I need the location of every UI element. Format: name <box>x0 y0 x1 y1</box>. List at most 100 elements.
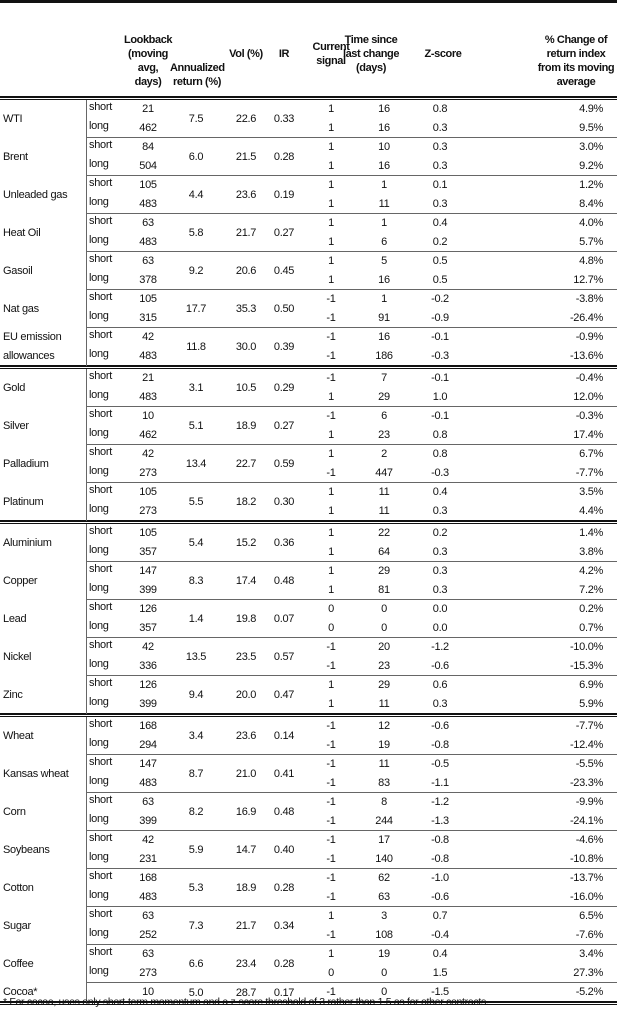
horizon-label: short <box>89 639 112 651</box>
signal-value: -1 <box>326 929 336 941</box>
lookback-value: 231 <box>139 853 157 865</box>
table-row: short 10 -1 6 -0.1 -0.3% <box>0 407 617 426</box>
annualized-return: 5.3 <box>188 882 204 894</box>
ir: 0.27 <box>273 420 295 432</box>
z-value: -1.0 <box>431 872 449 884</box>
table-row: long 378 1 16 0.5 12.7% <box>0 271 617 290</box>
z-value: -1.2 <box>431 796 449 808</box>
ir: 0.47 <box>273 689 295 701</box>
time-value: 29 <box>378 679 390 691</box>
pct-value: 1.2% <box>579 179 603 191</box>
lookback-value: 105 <box>139 527 157 539</box>
lookback-value: 84 <box>142 141 154 153</box>
signal-value: 1 <box>328 448 334 460</box>
commodity-name: EU emission allowances <box>3 331 62 362</box>
horizon-label: short <box>89 601 112 613</box>
signal-value: -1 <box>326 796 336 808</box>
z-value: -0.6 <box>431 891 449 903</box>
annualized-return: 9.2 <box>188 265 204 277</box>
table-row: long 399 -1 244 -1.3 -24.1% <box>0 812 617 831</box>
commodity-name: Palladium <box>3 457 49 470</box>
lookback-value: 105 <box>139 293 157 305</box>
section-rule <box>0 365 617 369</box>
signal-value: -1 <box>326 720 336 732</box>
annualized-return: 5.8 <box>188 227 204 239</box>
annualized-return: 6.0 <box>188 151 204 163</box>
annualized-return: 13.5 <box>185 651 207 663</box>
vol: 18.9 <box>235 420 257 432</box>
header-annualized-return: Annualized return (%) <box>170 62 225 88</box>
table-row: long 483 1 11 0.3 8.4% <box>0 195 617 214</box>
header-rule <box>0 96 617 100</box>
ir: 0.48 <box>273 575 295 587</box>
lookback-value: 63 <box>142 948 154 960</box>
time-value: 16 <box>378 331 390 343</box>
table-row: short 84 1 10 0.3 3.0% <box>0 138 617 157</box>
lookback-value: 252 <box>139 929 157 941</box>
z-value: 0.3 <box>432 122 448 134</box>
pct-value: 12.7% <box>573 274 603 286</box>
annualized-return: 5.0 <box>188 986 204 999</box>
header-time-since-change: Time since last change (days) <box>342 34 400 74</box>
annualized-return: 7.3 <box>188 920 204 932</box>
horizon-label: long <box>89 965 109 977</box>
horizon-label: long <box>89 234 109 246</box>
signal-value: 1 <box>328 122 334 134</box>
horizon-label: long <box>89 889 109 901</box>
signal-value: 1 <box>328 505 334 517</box>
ir: 0.40 <box>273 844 295 856</box>
z-value: 0.3 <box>432 546 448 558</box>
lookback-value: 315 <box>139 312 157 324</box>
horizon-label: short <box>89 677 112 689</box>
horizon-label: short <box>89 794 112 806</box>
row-divider <box>86 251 617 252</box>
z-value: 0.0 <box>432 603 448 615</box>
z-value: -0.8 <box>431 739 449 751</box>
table-row: long 462 1 23 0.8 17.4% <box>0 426 617 445</box>
time-value: 16 <box>378 160 390 172</box>
commodity-name: Nat gas <box>3 302 39 315</box>
horizon-label: short <box>89 908 112 920</box>
lookback-value: 294 <box>139 739 157 751</box>
column-divider <box>86 869 87 907</box>
annualized-return: 3.1 <box>188 382 204 394</box>
pct-value: 3.0% <box>579 141 603 153</box>
horizon-label: long <box>89 120 109 132</box>
signal-value: 1 <box>328 584 334 596</box>
horizon-label: long <box>89 658 109 670</box>
horizon-label: long <box>89 696 109 708</box>
vol: 21.0 <box>235 768 257 780</box>
column-divider <box>86 407 87 445</box>
time-value: 1 <box>381 179 387 191</box>
row-divider <box>86 675 617 676</box>
row-divider <box>86 444 617 445</box>
horizon-label: long <box>89 158 109 170</box>
signal-value: 1 <box>328 429 334 441</box>
horizon-label: short <box>89 329 112 341</box>
lookback-value: 168 <box>139 872 157 884</box>
ir: 0.30 <box>273 496 295 508</box>
row-divider <box>86 482 617 483</box>
commodity-name: Heat Oil <box>3 226 41 239</box>
z-value: -0.2 <box>431 293 449 305</box>
table-row: short 63 1 5 0.5 4.8% <box>0 252 617 271</box>
time-value: 23 <box>378 429 390 441</box>
time-value: 186 <box>375 350 393 362</box>
vol: 21.7 <box>235 227 257 239</box>
lookback-value: 504 <box>139 160 157 172</box>
column-divider <box>86 252 87 290</box>
horizon-label: long <box>89 196 109 208</box>
commodity-name: Corn <box>3 805 26 818</box>
time-value: 91 <box>378 312 390 324</box>
commodity-name: Cotton <box>3 881 34 894</box>
horizon-label: short <box>89 370 112 382</box>
horizon-label: short <box>89 832 112 844</box>
table-row: long 483 1 6 0.2 5.7% <box>0 233 617 252</box>
lookback-value: 336 <box>139 660 157 672</box>
signal-value: -1 <box>326 986 336 998</box>
horizon-label: short <box>89 870 112 882</box>
horizon-label: short <box>89 139 112 151</box>
table-row: short 105 1 22 0.2 1.4% <box>0 524 617 543</box>
signal-value: -1 <box>326 467 336 479</box>
ir: 0.14 <box>273 730 295 742</box>
